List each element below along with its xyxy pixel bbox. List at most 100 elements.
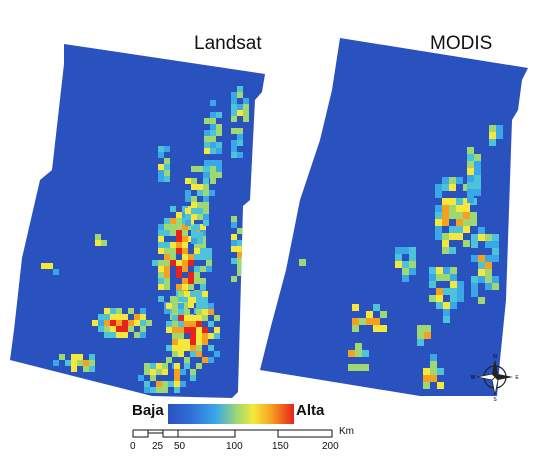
heat-cell xyxy=(467,168,474,175)
scale-tick-100: 100 xyxy=(226,441,243,452)
heat-cell xyxy=(430,361,437,368)
heat-cell xyxy=(430,368,437,375)
heat-cell xyxy=(210,166,216,172)
heat-cell xyxy=(208,357,214,363)
heat-cell xyxy=(450,288,457,295)
heat-cell xyxy=(467,175,474,182)
heat-cell xyxy=(202,339,208,345)
heat-cell xyxy=(164,146,170,152)
heat-cell xyxy=(188,302,194,308)
heat-cell xyxy=(134,314,140,320)
heat-cell xyxy=(185,190,191,196)
heat-cell xyxy=(170,254,176,260)
heat-cell xyxy=(208,303,214,309)
heat-cell xyxy=(182,236,188,242)
heat-cell xyxy=(71,354,77,360)
heat-cell xyxy=(471,255,478,262)
heat-cell xyxy=(122,326,128,332)
heat-cell xyxy=(180,381,186,387)
heat-cell xyxy=(185,196,191,202)
heat-cell xyxy=(210,118,216,124)
heat-cell xyxy=(89,354,95,360)
heat-cell xyxy=(231,92,237,98)
heat-cell xyxy=(478,262,485,269)
heat-cell xyxy=(430,354,437,361)
heat-cell xyxy=(423,375,430,382)
heat-cell xyxy=(237,92,243,98)
heat-cell xyxy=(176,224,182,230)
heat-cell xyxy=(471,276,478,283)
heat-cell xyxy=(489,139,496,146)
heat-cell xyxy=(146,320,152,326)
heat-cell xyxy=(435,191,442,198)
heat-cell xyxy=(190,345,196,351)
heat-cell xyxy=(164,260,170,266)
heat-cell xyxy=(442,247,449,254)
heat-cell xyxy=(196,297,202,303)
heat-cell xyxy=(182,266,188,272)
heat-cell xyxy=(243,116,249,122)
heat-cell xyxy=(467,147,474,154)
heat-cell xyxy=(202,327,208,333)
landsat-hotspots xyxy=(41,86,249,393)
heat-cell xyxy=(467,182,474,189)
heat-cell xyxy=(471,283,478,290)
heat-cell xyxy=(98,314,104,320)
legend-colorbar xyxy=(168,404,294,424)
heat-cell xyxy=(203,208,209,214)
heat-cell xyxy=(128,326,134,332)
heat-cell xyxy=(478,255,485,262)
heat-cell xyxy=(450,302,457,309)
heat-cell xyxy=(190,339,196,345)
heat-cell xyxy=(463,205,470,212)
heat-cell xyxy=(467,189,474,196)
heat-cell xyxy=(190,321,196,327)
heat-cell xyxy=(116,320,122,326)
heat-cell xyxy=(231,98,237,104)
heat-cell xyxy=(204,136,210,142)
heat-cell xyxy=(202,303,208,309)
heat-cell xyxy=(164,284,170,290)
landsat-title: Landsat xyxy=(194,33,262,54)
legend-high-label: Alta xyxy=(296,402,325,419)
heat-cell xyxy=(164,170,170,176)
heat-cell xyxy=(184,315,190,321)
heat-cell xyxy=(437,382,444,389)
heat-cell xyxy=(474,189,481,196)
heat-cell xyxy=(156,363,162,369)
heat-cell xyxy=(170,224,176,230)
heat-cell xyxy=(53,360,59,366)
heat-cell xyxy=(116,332,122,338)
heat-cell xyxy=(478,234,485,241)
heat-cell xyxy=(196,327,202,333)
scale-tick-200: 200 xyxy=(322,441,339,452)
heat-cell xyxy=(196,363,202,369)
heat-cell xyxy=(164,242,170,248)
heat-cell xyxy=(191,178,197,184)
heat-cell xyxy=(492,283,499,290)
heat-cell xyxy=(191,196,197,202)
heat-cell xyxy=(164,266,170,272)
heat-cell xyxy=(200,254,206,260)
heat-cell xyxy=(191,202,197,208)
heat-cell xyxy=(174,375,180,381)
heat-cell xyxy=(402,268,409,275)
heat-cell xyxy=(423,382,430,389)
heat-cell xyxy=(190,369,196,375)
heat-cell xyxy=(156,369,162,375)
heat-cell xyxy=(170,206,176,212)
heat-cell xyxy=(178,339,184,345)
heat-cell xyxy=(231,246,237,252)
heat-cell xyxy=(204,118,210,124)
heat-cell xyxy=(144,369,150,375)
heat-cell xyxy=(178,345,184,351)
heat-cell xyxy=(355,350,362,357)
heat-cell xyxy=(474,175,481,182)
heat-cell xyxy=(194,266,200,272)
heat-cell xyxy=(178,327,184,333)
heat-cell xyxy=(104,314,110,320)
heat-cell xyxy=(210,136,216,142)
heat-cell xyxy=(190,351,196,357)
heat-cell xyxy=(485,283,492,290)
